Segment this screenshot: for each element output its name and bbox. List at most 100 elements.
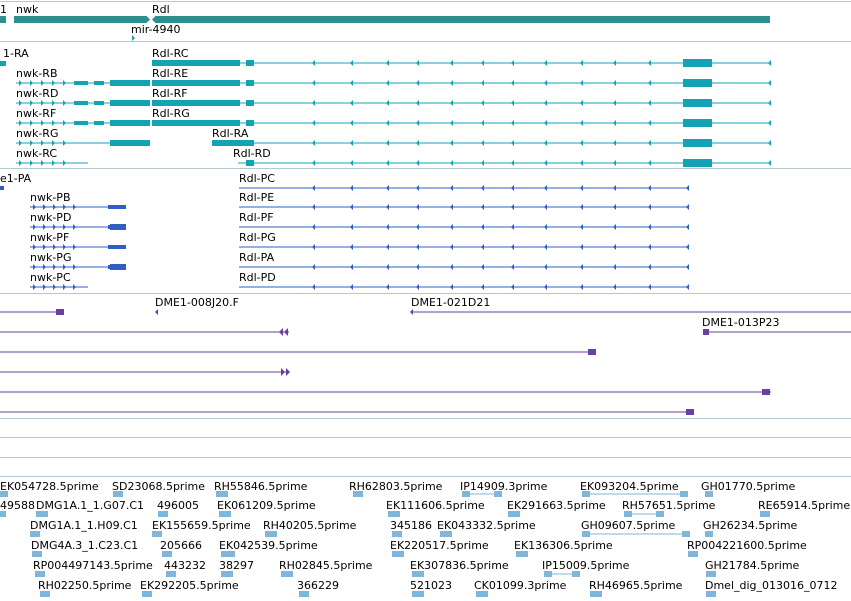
est-label[interactable]: 496005 [157, 499, 199, 512]
est-label[interactable]: 38297 [219, 559, 254, 572]
protein-label[interactable]: nwk-PG [30, 251, 72, 264]
strand-arrow [350, 264, 353, 270]
est-label[interactable]: RH40205.5prime [263, 519, 357, 532]
est-label[interactable]: GH09607.5prime [581, 519, 676, 532]
est-label[interactable]: 521023 [410, 579, 452, 592]
protein-label[interactable]: nwk-PB [30, 191, 71, 204]
strand-arrow [312, 264, 315, 270]
est-label[interactable]: EK043332.5prime [437, 519, 536, 532]
transcript-label[interactable]: nwk-RC [16, 147, 58, 160]
est-label[interactable]: EK061209.5prime [217, 499, 316, 512]
est-label[interactable]: CK01099.3prime [474, 579, 567, 592]
strand-arrow [41, 140, 44, 146]
est-label[interactable]: RE65914.5prime [758, 499, 851, 512]
protein-label[interactable]: Rdl-PG [239, 231, 276, 244]
transcript-label[interactable]: Rdl-RF [152, 87, 188, 100]
est-label[interactable]: 205666 [160, 539, 202, 552]
transcript-label[interactable]: nwk-RD [16, 87, 59, 100]
est-block [476, 591, 488, 597]
gene-label-rdl[interactable]: Rdl [152, 3, 170, 16]
cdna-label[interactable]: DME1-021D21 [411, 296, 491, 309]
strand-arrow [312, 140, 315, 146]
strand-arrow [450, 120, 453, 126]
est-label[interactable]: RH57651.5prime [622, 499, 716, 512]
est-label[interactable]: RP004497143.5prime [33, 559, 153, 572]
est-label[interactable]: RP004221600.5prime [687, 539, 807, 552]
strand-arrow [30, 160, 33, 166]
est-label[interactable]: EK307836.5prime [410, 559, 509, 572]
est-label[interactable]: 366229 [297, 579, 339, 592]
gene-label-nwk[interactable]: nwk [16, 3, 39, 16]
gene-glyph [152, 15, 156, 24]
est-label[interactable]: EK291663.5prime [507, 499, 606, 512]
est-label[interactable]: RH62803.5prime [349, 480, 443, 493]
protein-label[interactable]: nwk-PC [30, 271, 71, 284]
protein-label[interactable]: e1-PA [0, 172, 32, 185]
strand-arrow [52, 100, 55, 106]
est-label[interactable]: RH02845.5prime [279, 559, 373, 572]
cdna-label[interactable]: DME1-008J20.F [155, 296, 239, 309]
strand-arrow [386, 100, 389, 106]
transcript-label[interactable]: nwk-RF [16, 107, 57, 120]
gene-label-mir4940[interactable]: mir-4940 [131, 23, 181, 36]
transcript-label[interactable]: 1-RA [3, 47, 29, 60]
est-label[interactable]: 345186 [390, 519, 432, 532]
transcript-label[interactable]: nwk-RB [16, 67, 58, 80]
est-label[interactable]: GH01770.5prime [701, 480, 796, 493]
est-label[interactable]: RH46965.5prime [589, 579, 683, 592]
protein-label[interactable]: Rdl-PF [239, 211, 274, 224]
est-label[interactable]: EK054728.5prime [0, 480, 99, 493]
strand-arrow [416, 204, 419, 210]
protein-label[interactable]: Rdl-PE [239, 191, 275, 204]
est-label[interactable]: DMG1A.1_1.H09.C1 [30, 519, 138, 532]
strand-arrow [580, 244, 583, 250]
protein-label[interactable]: nwk-PF [30, 231, 70, 244]
cdna-label[interactable]: DME1-013P23 [702, 316, 780, 329]
transcript-exon [94, 121, 104, 125]
est-label[interactable]: IP14909.3prime [460, 480, 548, 493]
strand-arrow [63, 264, 66, 270]
est-label[interactable]: GH26234.5prime [703, 519, 798, 532]
est-label[interactable]: SD23068.5prime [112, 480, 205, 493]
protein-label[interactable]: Rdl-PD [239, 271, 276, 284]
est-label[interactable]: 443232 [164, 559, 206, 572]
strand-arrow [450, 244, 453, 250]
est-label[interactable]: EK093204.5prime [580, 480, 679, 493]
transcript-label[interactable]: Rdl-RD [233, 147, 271, 160]
est-label[interactable]: EK111606.5prime [386, 499, 485, 512]
protein-label[interactable]: Rdl-PA [239, 251, 275, 264]
est-block [705, 491, 713, 497]
est-label[interactable]: RH55846.5prime [214, 480, 308, 493]
est-label[interactable]: Dmel_dig_013016_0712 [705, 579, 838, 592]
strand-arrow [43, 284, 46, 290]
strand-arrow [613, 60, 616, 66]
transcript-label[interactable]: Rdl-RA [212, 127, 249, 140]
strand-arrow [686, 120, 689, 126]
est-label[interactable]: EK220517.5prime [390, 539, 489, 552]
est-label[interactable]: EK292205.5prime [140, 579, 239, 592]
est-label[interactable]: IP15009.5prime [542, 559, 630, 572]
transcript-exon [246, 60, 254, 66]
transcript-label[interactable]: nwk-RG [16, 127, 59, 140]
est-label[interactable]: GH21784.5prime [705, 559, 800, 572]
cdna-exon [588, 349, 596, 355]
strand-arrow [386, 120, 389, 126]
est-label[interactable]: 49588 [0, 499, 35, 512]
protein-label[interactable]: nwk-PD [30, 211, 72, 224]
transcript-label[interactable]: Rdl-RG [152, 107, 190, 120]
est-label[interactable]: DMG1A.1_1.G07.C1 [36, 499, 145, 512]
est-label[interactable]: EK042539.5prime [219, 539, 318, 552]
est-label[interactable]: EK155659.5prime [152, 519, 251, 532]
transcript-label[interactable]: Rdl-RC [152, 47, 189, 60]
mirna-glyph [132, 35, 135, 41]
gene-label[interactable]: 1 [0, 3, 7, 16]
transcript-label[interactable]: Rdl-RE [152, 67, 189, 80]
est-label[interactable]: EK136306.5prime [514, 539, 613, 552]
est-label[interactable]: RH02250.5prime [38, 579, 132, 592]
est-label[interactable]: DMG4A.3_1.C23.C1 [31, 539, 139, 552]
strand-arrow [613, 264, 616, 270]
strand-arrow [416, 80, 419, 86]
strand-arrow [481, 224, 484, 230]
protein-label[interactable]: Rdl-PC [239, 172, 275, 185]
